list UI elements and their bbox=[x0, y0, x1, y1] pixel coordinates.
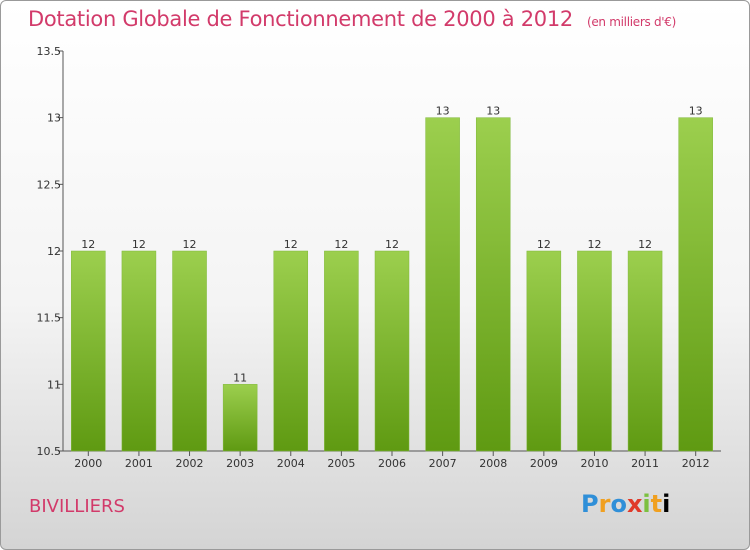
bar bbox=[678, 117, 713, 452]
y-tick-label: 12 bbox=[47, 245, 61, 258]
x-tick-label: 2005 bbox=[327, 457, 355, 470]
bar bbox=[475, 117, 511, 452]
bar-value-label: 12 bbox=[587, 238, 601, 251]
bar-value-label: 13 bbox=[486, 105, 500, 118]
bar bbox=[121, 250, 157, 452]
bar-value-label: 12 bbox=[385, 238, 399, 251]
logo-letter: i bbox=[662, 490, 671, 518]
x-tick-label: 2000 bbox=[74, 457, 102, 470]
x-tick-label: 2007 bbox=[429, 457, 457, 470]
bar-value-label: 11 bbox=[233, 371, 247, 384]
bar bbox=[374, 250, 410, 452]
bar-value-label: 12 bbox=[81, 238, 95, 251]
bar bbox=[172, 250, 207, 452]
logo-letter: r bbox=[598, 490, 611, 518]
bar-value-label: 12 bbox=[638, 238, 652, 251]
x-tick-label: 2011 bbox=[631, 457, 659, 470]
y-tick-label: 11.5 bbox=[37, 312, 62, 325]
logo-letter: t bbox=[650, 490, 663, 518]
bar-value-label: 12 bbox=[334, 238, 348, 251]
bar-value-label: 12 bbox=[537, 238, 551, 251]
y-tick-label: 10.5 bbox=[37, 445, 62, 458]
x-tick-label: 2009 bbox=[530, 457, 558, 470]
x-tick-label: 2008 bbox=[479, 457, 507, 470]
commune-name: BIVILLIERS bbox=[29, 496, 125, 517]
logo-letter: i bbox=[642, 490, 651, 518]
y-tick-label: 12.5 bbox=[37, 178, 62, 191]
x-tick-label: 2010 bbox=[580, 457, 608, 470]
chart-bars bbox=[71, 117, 713, 452]
logo-letter: P bbox=[581, 490, 599, 518]
bar-value-label: 13 bbox=[436, 105, 450, 118]
y-tick-label: 11 bbox=[47, 378, 61, 391]
bar bbox=[71, 250, 106, 452]
chart-subtitle: (en milliers d'€) bbox=[586, 15, 676, 29]
x-tick-label: 2004 bbox=[277, 457, 305, 470]
x-tick-label: 2001 bbox=[125, 457, 153, 470]
proxiti-logo: Proxiti bbox=[581, 490, 670, 518]
chart-title-text: Dotation Globale de Fonctionnement de 20… bbox=[28, 7, 573, 31]
bar bbox=[324, 250, 359, 452]
y-tick-label: 13.5 bbox=[37, 45, 62, 58]
x-tick-label: 2006 bbox=[378, 457, 406, 470]
bar bbox=[577, 250, 612, 452]
logo-letter: o bbox=[610, 490, 627, 518]
x-tick-label: 2002 bbox=[176, 457, 204, 470]
x-tick-label: 2012 bbox=[682, 457, 710, 470]
bar bbox=[627, 250, 663, 452]
chart-title: Dotation Globale de Fonctionnement de 20… bbox=[28, 7, 676, 31]
bar-value-label: 12 bbox=[132, 238, 146, 251]
bar-value-label: 13 bbox=[689, 105, 703, 118]
bar bbox=[425, 117, 460, 452]
bar bbox=[526, 250, 562, 452]
bar bbox=[273, 250, 309, 452]
logo-letter: x bbox=[626, 490, 643, 518]
bar-value-label: 12 bbox=[183, 238, 197, 251]
y-tick-label: 13 bbox=[47, 112, 61, 125]
bar bbox=[222, 384, 258, 452]
bar-value-label: 12 bbox=[284, 238, 298, 251]
x-tick-label: 2003 bbox=[226, 457, 254, 470]
chart-labels: 2000 12 2001 12 2002 12 2003 11 2004 12 2005 12 2006… bbox=[74, 105, 709, 470]
